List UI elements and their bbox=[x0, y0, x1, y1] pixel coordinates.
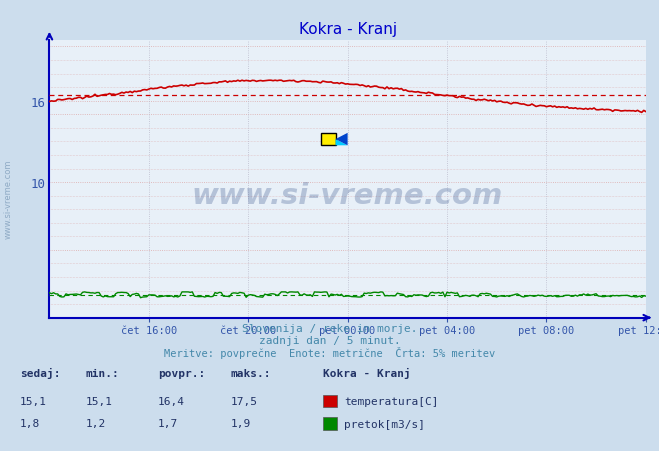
Text: zadnji dan / 5 minut.: zadnji dan / 5 minut. bbox=[258, 336, 401, 345]
Text: 1,7: 1,7 bbox=[158, 418, 179, 428]
Text: 1,2: 1,2 bbox=[86, 418, 106, 428]
Text: 15,1: 15,1 bbox=[20, 396, 47, 405]
Polygon shape bbox=[335, 133, 348, 146]
Text: www.si-vreme.com: www.si-vreme.com bbox=[192, 182, 503, 210]
Title: Kokra - Kranj: Kokra - Kranj bbox=[299, 22, 397, 37]
Text: maks.:: maks.: bbox=[231, 368, 271, 378]
Text: 16,4: 16,4 bbox=[158, 396, 185, 405]
Text: www.si-vreme.com: www.si-vreme.com bbox=[3, 159, 13, 238]
Text: min.:: min.: bbox=[86, 368, 119, 378]
Text: temperatura[C]: temperatura[C] bbox=[344, 396, 438, 406]
Text: sedaj:: sedaj: bbox=[20, 368, 60, 378]
Text: Slovenija / reke in morje.: Slovenija / reke in morje. bbox=[242, 323, 417, 333]
Polygon shape bbox=[335, 140, 348, 146]
FancyBboxPatch shape bbox=[321, 133, 335, 146]
Text: 1,9: 1,9 bbox=[231, 418, 251, 428]
Text: povpr.:: povpr.: bbox=[158, 368, 206, 378]
Text: 15,1: 15,1 bbox=[86, 396, 113, 405]
Text: 17,5: 17,5 bbox=[231, 396, 258, 405]
Text: Kokra - Kranj: Kokra - Kranj bbox=[323, 368, 411, 378]
Text: pretok[m3/s]: pretok[m3/s] bbox=[344, 419, 425, 429]
Text: 1,8: 1,8 bbox=[20, 418, 40, 428]
Text: Meritve: povprečne  Enote: metrične  Črta: 5% meritev: Meritve: povprečne Enote: metrične Črta:… bbox=[164, 346, 495, 358]
